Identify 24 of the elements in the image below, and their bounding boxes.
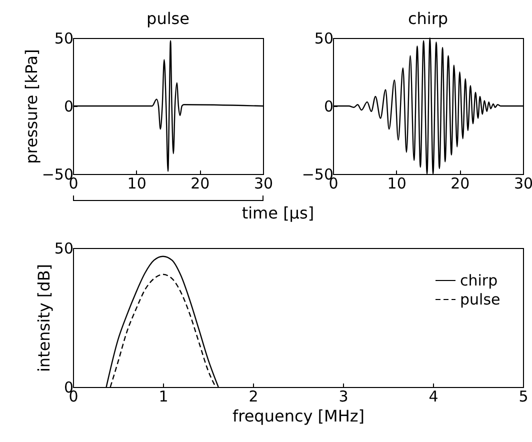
- legend-label: chirp: [460, 272, 498, 290]
- x-tick-label: 10: [387, 174, 406, 192]
- x-tick-label: 30: [514, 174, 532, 192]
- chart-title: pulse: [146, 9, 190, 28]
- x-tick-label: 10: [127, 174, 146, 192]
- x-tick-label: 1: [158, 388, 168, 406]
- y-tick-label: 50: [314, 30, 334, 48]
- x-tick-label: 2: [248, 388, 258, 406]
- y-tick-label: 0: [64, 98, 74, 116]
- x-tick-label: 5: [518, 388, 528, 406]
- x-tick-label: 3: [338, 388, 348, 406]
- x-tick-label: 20: [450, 174, 470, 192]
- x-axis-title: time [μs]: [242, 204, 314, 222]
- x-tick-label: 30: [254, 174, 274, 192]
- y-tick-label: 50: [54, 30, 74, 48]
- x-tick-label: 20: [190, 174, 210, 192]
- y-axis-title: pressure [kPa]: [22, 49, 41, 164]
- y-axis-title: intensity [dB]: [34, 264, 54, 372]
- y-tick-label: 0: [324, 98, 334, 116]
- y-tick-label: 50: [54, 240, 74, 258]
- x-tick-label: 4: [428, 388, 438, 406]
- legend-label: pulse: [460, 290, 500, 308]
- chart-title: chirp: [408, 9, 448, 28]
- x-axis-title: frequency [MHz]: [232, 406, 365, 426]
